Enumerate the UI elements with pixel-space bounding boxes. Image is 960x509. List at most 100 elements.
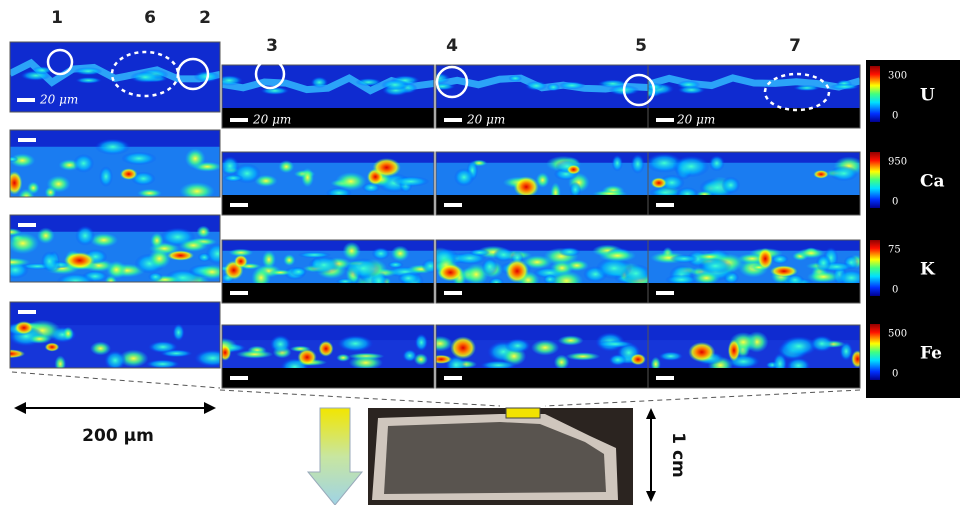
scale-label: 20 μm [676, 113, 715, 127]
label-strip [648, 283, 860, 303]
label-strip [222, 283, 434, 303]
map-spot [270, 335, 291, 354]
map-spot [388, 261, 404, 268]
map-panel [429, 240, 655, 303]
map-hotspot [514, 176, 539, 197]
map-spot [150, 233, 163, 249]
map-spot [146, 360, 180, 369]
map-spot [197, 226, 211, 238]
map-spot [508, 75, 522, 82]
map-spot [631, 154, 645, 174]
element-label: Fe [920, 344, 942, 364]
scale-bar [656, 118, 674, 122]
map-hotspot [688, 342, 715, 362]
scale-bar [444, 291, 462, 295]
map-hotspot [120, 168, 137, 180]
map-spot [185, 148, 205, 168]
map-spot [130, 71, 160, 82]
map-content [0, 215, 229, 291]
scale-bar [17, 98, 35, 102]
colorbar [870, 324, 880, 380]
map-spot [469, 249, 490, 256]
label-strip [436, 283, 648, 303]
map-spot [372, 247, 390, 259]
map-spot [343, 242, 361, 260]
map-spot [531, 340, 559, 356]
element-label: U [920, 86, 935, 106]
map-hotspot [45, 343, 60, 352]
scale-label: 20 μm [466, 113, 505, 127]
map-hotspot [728, 339, 740, 361]
map-spot [391, 246, 410, 262]
label-strip [222, 195, 434, 215]
element-label: Ca [920, 172, 945, 192]
map-spot [74, 67, 103, 75]
map-spot [482, 258, 498, 276]
map-spot [290, 267, 307, 277]
map-spot [816, 254, 832, 271]
scale-label: 20 μm [39, 93, 78, 107]
colorbar [870, 240, 880, 296]
map-spot [148, 341, 178, 353]
map-spot [558, 335, 584, 345]
map-spot [794, 85, 820, 91]
region-label: 6 [144, 8, 156, 28]
map-spot [392, 176, 429, 187]
scale-bar [230, 376, 248, 380]
map-hotspot [167, 251, 194, 261]
map-panel [221, 152, 434, 215]
map-spot [236, 350, 273, 358]
scale-bar [230, 118, 248, 122]
map-spot [148, 249, 170, 269]
label-strip [648, 195, 860, 215]
region-label: 7 [789, 36, 801, 56]
map-hotspot [297, 349, 316, 366]
scale-bar [444, 203, 462, 207]
map-hotspot [758, 248, 773, 270]
scale-bar [656, 203, 674, 207]
scale-bar [18, 138, 36, 142]
map-spot [659, 352, 684, 361]
map-panel [648, 240, 866, 303]
map-panel [427, 325, 648, 388]
map-spot [63, 327, 74, 341]
map-spot [355, 78, 381, 86]
map-spot [75, 226, 95, 246]
colorbar-max-label: 75 [888, 245, 901, 256]
page: {"figure": { "region_labels": ["1", "6",… [0, 0, 960, 505]
map-spot [559, 247, 581, 256]
map-hotspot [813, 170, 828, 178]
map-content [436, 152, 648, 215]
map-spot [559, 81, 586, 89]
map-content [6, 130, 222, 205]
map-spot [599, 249, 636, 262]
scale-bar [656, 376, 674, 380]
colorbar-min-label: 0 [892, 111, 898, 122]
map-panel [646, 152, 865, 215]
map-panel [648, 325, 864, 388]
map-spot [678, 86, 705, 94]
figure: 3000U9500Ca750K5000Fe 1 6 2 3 4 5 7 20 μ… [0, 0, 960, 505]
map-panel [0, 302, 231, 372]
map-spot [349, 355, 383, 370]
map-spot [670, 255, 699, 263]
map-spot [398, 272, 419, 284]
map-content [648, 240, 866, 303]
colorbar-panel [866, 60, 960, 398]
map-spot [269, 270, 292, 276]
map-spot [37, 228, 55, 244]
map-spot [73, 154, 94, 173]
map-spot [301, 168, 314, 187]
sample-region-marker [506, 408, 540, 418]
map-spot [148, 272, 163, 281]
map-spot [308, 256, 340, 274]
map-spot [414, 353, 428, 365]
map-hotspot [770, 265, 798, 277]
map-spot [47, 175, 71, 192]
map-content [429, 240, 655, 303]
map-spot [807, 271, 840, 283]
map-spot [137, 189, 161, 198]
scale-bar [444, 118, 462, 122]
map-hotspot [567, 165, 581, 175]
map-hotspot [651, 178, 667, 189]
